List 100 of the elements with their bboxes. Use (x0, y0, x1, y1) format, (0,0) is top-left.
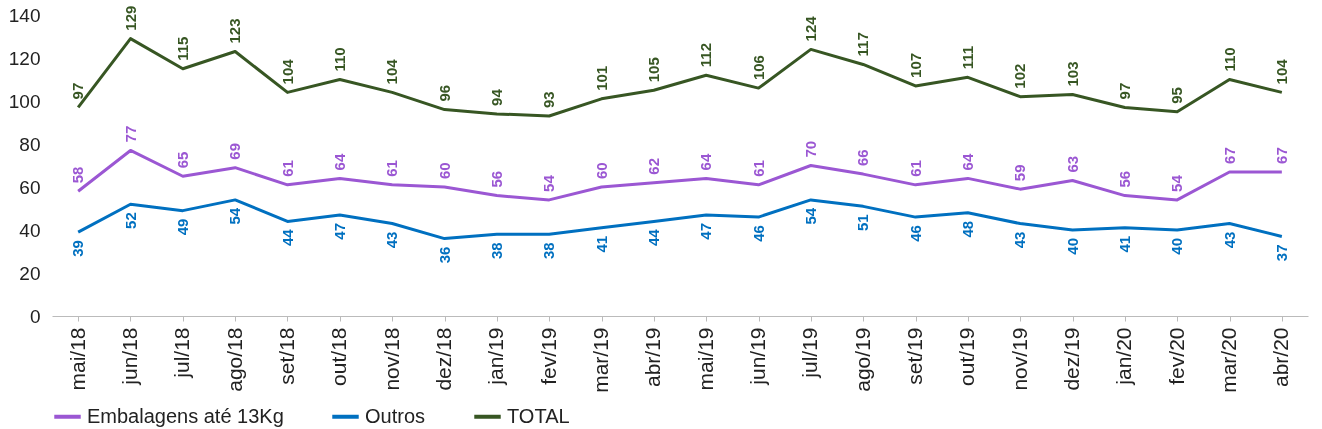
data-label: 110 (330, 47, 348, 72)
data-label: 66 (854, 149, 872, 167)
data-label: 59 (1011, 164, 1029, 182)
x-tick-label: fev/20 (1164, 327, 1188, 385)
legend-label: TOTAL (507, 404, 570, 427)
data-label: 61 (278, 160, 296, 177)
data-label: 69 (226, 142, 244, 160)
x-tick-label: set/19 (903, 327, 926, 385)
data-label: 129 (121, 5, 139, 31)
x-tick-label: abr/20 (1269, 327, 1293, 388)
data-label: 56 (1115, 170, 1133, 188)
data-label: 62 (644, 158, 662, 175)
data-label: 54 (540, 174, 558, 192)
y-tick-label: 140 (8, 4, 41, 26)
data-label: 94 (487, 88, 505, 106)
data-label: 112 (697, 43, 715, 68)
data-label: 123 (226, 18, 244, 44)
data-label: 97 (1115, 82, 1133, 100)
data-label: 43 (1011, 231, 1029, 249)
x-tick-label: jun/18 (118, 327, 141, 386)
data-label: 40 (1168, 238, 1186, 255)
data-label: 93 (540, 91, 558, 109)
x-tick-label: abr/19 (641, 327, 665, 388)
x-tick-label: jun/19 (746, 327, 769, 386)
data-label: 61 (749, 160, 767, 177)
y-tick-label: 120 (8, 47, 41, 69)
data-label: 39 (69, 240, 87, 257)
data-label: 65 (173, 151, 191, 169)
data-label: 48 (958, 220, 976, 238)
data-label: 54 (1168, 174, 1186, 192)
data-label: 104 (1272, 58, 1290, 85)
x-tick-label: nov/18 (379, 327, 403, 391)
y-tick-label: 40 (19, 219, 41, 241)
data-label: 49 (173, 218, 191, 236)
x-tick-label: dez/18 (432, 327, 455, 391)
y-tick-label: 80 (19, 133, 41, 155)
data-label: 64 (330, 153, 348, 171)
x-tick-label: set/18 (275, 327, 298, 385)
data-label: 67 (1272, 147, 1290, 164)
data-label: 110 (1220, 47, 1238, 72)
x-tick-label: mai/19 (693, 327, 717, 391)
data-label: 56 (487, 170, 505, 188)
data-label: 58 (69, 166, 87, 184)
data-label: 104 (278, 58, 296, 85)
y-tick-label: 100 (8, 90, 41, 112)
data-label: 70 (801, 140, 819, 158)
data-label: 124 (801, 15, 819, 42)
data-label: 47 (697, 222, 715, 240)
x-tick-label: mar/20 (1217, 327, 1240, 393)
y-tick-label: 20 (19, 262, 41, 284)
data-label: 96 (435, 84, 453, 102)
data-label: 106 (749, 55, 767, 81)
data-label: 60 (435, 162, 453, 179)
data-label: 95 (1168, 87, 1186, 104)
x-tick-label: jul/19 (798, 327, 822, 379)
data-label: 36 (435, 246, 453, 264)
data-label: 38 (487, 242, 505, 259)
x-tick-label: mai/18 (65, 327, 89, 391)
data-label: 38 (540, 242, 558, 259)
data-label: 44 (644, 228, 662, 247)
data-label: 115 (173, 36, 191, 61)
data-label: 117 (854, 32, 872, 57)
data-label: 111 (958, 45, 976, 70)
data-label: 41 (592, 235, 610, 253)
x-tick-label: ago/19 (850, 327, 874, 392)
x-tick-label: jul/18 (170, 327, 194, 379)
x-tick-label: out/19 (955, 327, 979, 386)
data-label: 54 (801, 207, 819, 225)
data-label: 64 (958, 153, 976, 171)
x-tick-label: mar/19 (589, 327, 612, 393)
data-label: 105 (644, 57, 662, 83)
data-label: 103 (1063, 61, 1081, 87)
data-label: 107 (906, 52, 924, 78)
data-label: 61 (383, 160, 401, 177)
data-label: 44 (278, 228, 296, 247)
x-tick-label: jan/20 (1112, 327, 1136, 386)
data-label: 61 (906, 160, 924, 177)
data-label: 104 (383, 58, 401, 85)
data-label: 54 (226, 207, 244, 225)
x-tick-label: ago/18 (222, 327, 246, 392)
data-label: 63 (1063, 155, 1081, 173)
y-tick-label: 60 (19, 176, 41, 198)
y-tick-label: 0 (29, 305, 41, 327)
data-label: 67 (1220, 147, 1238, 164)
x-tick-label: fev/19 (536, 327, 560, 385)
data-label: 43 (383, 231, 401, 249)
data-label: 41 (1115, 235, 1133, 253)
x-tick-label: jan/19 (484, 327, 508, 386)
x-tick-label: nov/19 (1007, 327, 1031, 391)
data-label: 37 (1272, 244, 1290, 262)
data-label: 101 (592, 65, 610, 91)
data-label: 40 (1063, 238, 1081, 255)
data-label: 60 (592, 162, 610, 179)
data-label: 43 (1220, 231, 1238, 249)
data-label: 64 (697, 153, 715, 171)
data-label: 51 (854, 214, 872, 232)
legend-label: Outros (365, 404, 426, 427)
x-tick-label: dez/19 (1060, 327, 1083, 391)
legend-label: Embalagens até 13Kg (87, 404, 284, 427)
data-label: 77 (121, 125, 139, 143)
